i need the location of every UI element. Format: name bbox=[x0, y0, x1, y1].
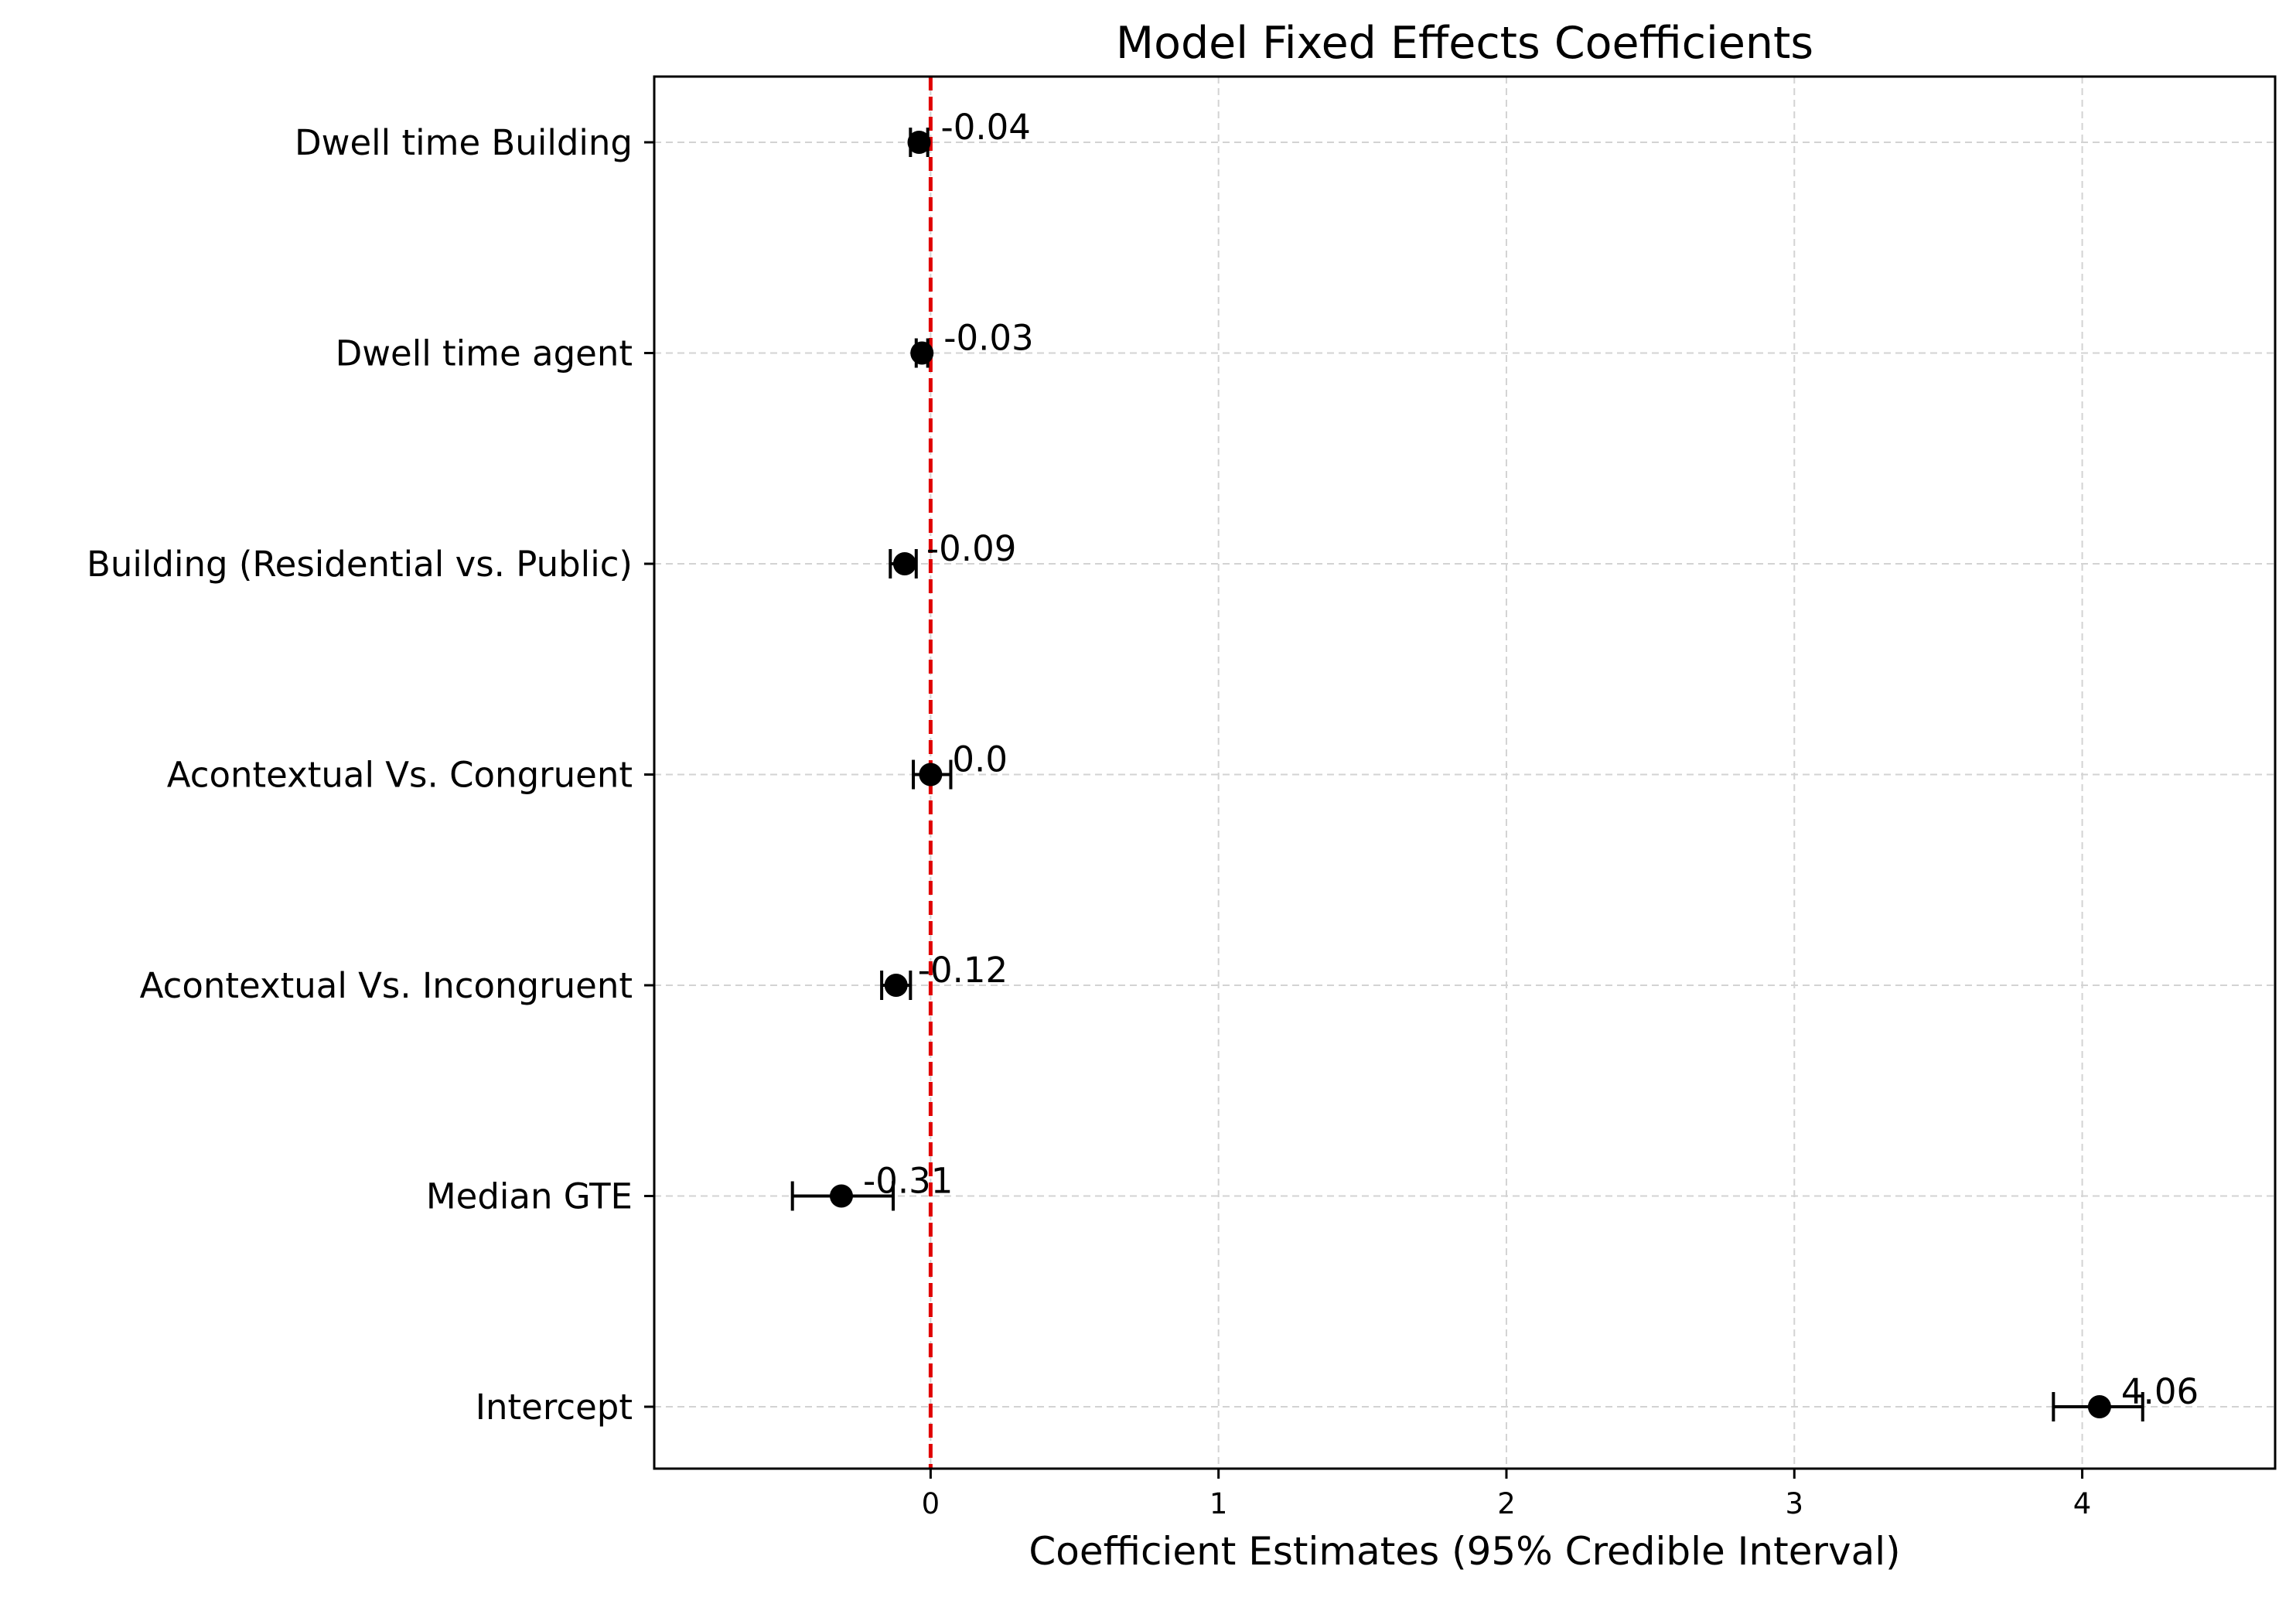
x-tick-label: 3 bbox=[1786, 1487, 1804, 1520]
plot-frame bbox=[653, 75, 2277, 1470]
x-tick-label: 1 bbox=[1209, 1487, 1228, 1520]
estimate-point bbox=[2087, 1395, 2111, 1418]
data-marks: -0.04 -0.03 -0.09 0.0 -0.12 -0.31 4.06 bbox=[790, 107, 2199, 1421]
value-label: 0.0 bbox=[952, 739, 1008, 780]
value-label: -0.12 bbox=[918, 950, 1008, 991]
estimate-point bbox=[829, 1184, 853, 1208]
estimate-point bbox=[910, 341, 934, 365]
y-tick-label: Median GTE bbox=[426, 1176, 633, 1217]
x-axis-title: Coefficient Estimates (95% Credible Inte… bbox=[1029, 1529, 1900, 1574]
y-tick-label: Dwell time agent bbox=[336, 333, 633, 374]
y-tick-label: Dwell time Building bbox=[295, 122, 633, 163]
estimate-point bbox=[907, 131, 931, 154]
x-axis: 0 1 2 3 4 bbox=[922, 1469, 2092, 1520]
y-tick-label: Building (Residential vs. Public) bbox=[87, 544, 633, 585]
x-tick-label: 0 bbox=[922, 1487, 940, 1520]
x-tick-label: 4 bbox=[2073, 1487, 2092, 1520]
value-label: -0.09 bbox=[926, 528, 1016, 569]
y-axis: Dwell time Building Dwell time agent Build… bbox=[87, 122, 654, 1428]
estimate-point bbox=[919, 763, 943, 787]
x-tick-label: 2 bbox=[1497, 1487, 1516, 1520]
y-tick-label: Acontextual Vs. Incongruent bbox=[140, 965, 633, 1006]
estimate-point bbox=[892, 552, 916, 575]
value-label: -0.04 bbox=[941, 107, 1031, 148]
y-tick-label: Acontextual Vs. Congruent bbox=[167, 755, 633, 796]
value-label: -0.31 bbox=[863, 1161, 953, 1202]
y-tick-label: Intercept bbox=[476, 1387, 633, 1428]
chart-title: Model Fixed Effects Coefficients bbox=[1116, 18, 1813, 69]
value-label: 4.06 bbox=[2121, 1371, 2199, 1412]
estimate-point bbox=[884, 974, 908, 997]
value-label: -0.03 bbox=[943, 318, 1033, 359]
